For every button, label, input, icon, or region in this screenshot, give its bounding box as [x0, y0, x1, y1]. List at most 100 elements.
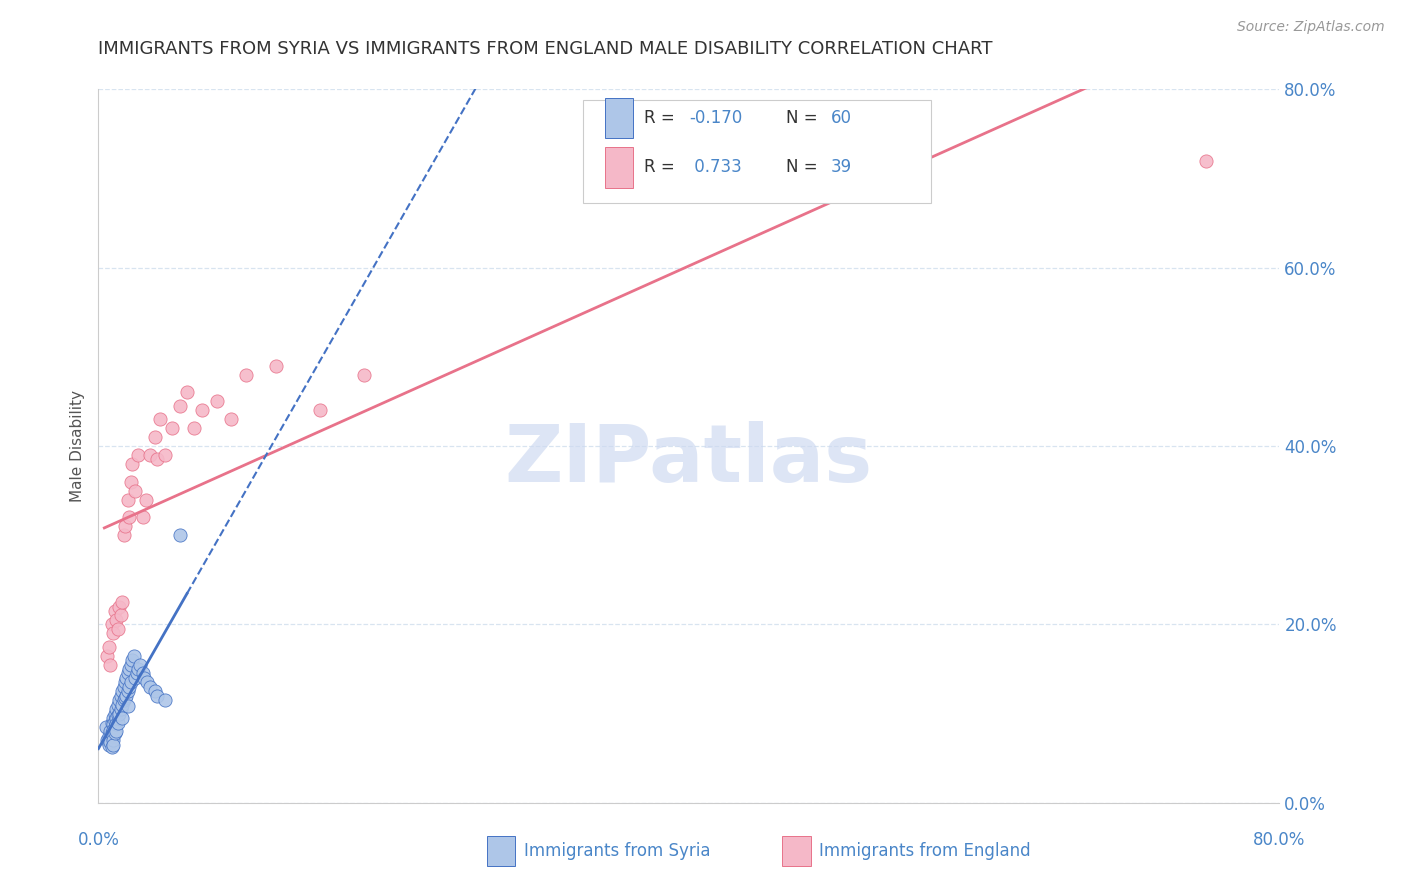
- Point: [121, 653, 143, 667]
- Point: [678, 189, 700, 203]
- Point: [139, 448, 162, 462]
- Text: R =: R =: [644, 159, 681, 177]
- Point: [103, 733, 125, 747]
- Point: [105, 711, 128, 725]
- Point: [183, 421, 205, 435]
- Point: [105, 613, 128, 627]
- Point: [107, 715, 129, 730]
- Point: [117, 684, 139, 698]
- Text: 0.0%: 0.0%: [77, 831, 120, 849]
- Point: [98, 735, 121, 749]
- Text: N =: N =: [786, 109, 823, 127]
- Point: [94, 720, 117, 734]
- Point: [96, 648, 118, 663]
- Point: [143, 430, 166, 444]
- Text: 80.0%: 80.0%: [1253, 831, 1306, 849]
- Point: [149, 412, 172, 426]
- Point: [143, 684, 166, 698]
- Point: [108, 599, 131, 614]
- Text: 39: 39: [831, 159, 852, 177]
- Point: [104, 714, 127, 728]
- Point: [112, 693, 135, 707]
- Point: [221, 412, 243, 426]
- Point: [118, 680, 141, 694]
- Point: [112, 528, 135, 542]
- Point: [117, 666, 139, 681]
- Point: [100, 740, 122, 755]
- Point: [132, 666, 155, 681]
- Point: [120, 475, 142, 489]
- Text: 60: 60: [831, 109, 852, 127]
- Point: [105, 724, 128, 739]
- Point: [100, 617, 122, 632]
- Point: [105, 717, 128, 731]
- Point: [115, 689, 138, 703]
- Text: R =: R =: [644, 109, 681, 127]
- Point: [235, 368, 257, 382]
- Point: [162, 421, 183, 435]
- Point: [107, 622, 129, 636]
- Text: N =: N =: [786, 159, 823, 177]
- Point: [176, 385, 198, 400]
- Point: [205, 394, 228, 409]
- Point: [146, 689, 169, 703]
- Point: [111, 684, 134, 698]
- Point: [125, 666, 148, 681]
- Point: [103, 626, 125, 640]
- Point: [309, 403, 332, 417]
- Point: [111, 698, 134, 712]
- FancyBboxPatch shape: [486, 837, 516, 866]
- Text: -0.170: -0.170: [689, 109, 742, 127]
- Point: [353, 368, 375, 382]
- Text: IMMIGRANTS FROM SYRIA VS IMMIGRANTS FROM ENGLAND MALE DISABILITY CORRELATION CHA: IMMIGRANTS FROM SYRIA VS IMMIGRANTS FROM…: [98, 40, 993, 58]
- Point: [120, 675, 142, 690]
- Text: Immigrants from Syria: Immigrants from Syria: [523, 842, 710, 860]
- Point: [124, 671, 146, 685]
- Point: [110, 689, 132, 703]
- Point: [103, 717, 125, 731]
- Point: [98, 724, 121, 739]
- FancyBboxPatch shape: [605, 98, 634, 138]
- Point: [114, 519, 136, 533]
- Point: [103, 738, 125, 752]
- FancyBboxPatch shape: [782, 837, 811, 866]
- Text: ZIPatlas: ZIPatlas: [505, 421, 873, 500]
- Point: [104, 604, 127, 618]
- Point: [96, 733, 118, 747]
- Point: [104, 706, 127, 721]
- Text: Immigrants from England: Immigrants from England: [818, 842, 1031, 860]
- Point: [110, 608, 132, 623]
- Point: [128, 657, 150, 672]
- Point: [127, 448, 149, 462]
- Point: [100, 726, 122, 740]
- Point: [121, 457, 143, 471]
- Point: [97, 738, 120, 752]
- Point: [153, 693, 176, 707]
- Text: Source: ZipAtlas.com: Source: ZipAtlas.com: [1237, 20, 1385, 34]
- Point: [169, 528, 191, 542]
- Point: [107, 708, 129, 723]
- Point: [108, 706, 131, 721]
- Point: [169, 399, 191, 413]
- Point: [139, 680, 162, 694]
- FancyBboxPatch shape: [582, 100, 931, 203]
- Point: [118, 510, 141, 524]
- Point: [114, 690, 136, 705]
- Point: [100, 715, 122, 730]
- Point: [97, 729, 120, 743]
- Point: [264, 359, 287, 373]
- Point: [153, 448, 176, 462]
- Point: [120, 657, 142, 672]
- Point: [104, 720, 127, 734]
- Point: [111, 711, 134, 725]
- Point: [124, 483, 146, 498]
- Point: [146, 452, 169, 467]
- Point: [112, 680, 135, 694]
- Point: [104, 726, 127, 740]
- Point: [111, 595, 134, 609]
- Point: [118, 662, 141, 676]
- Point: [98, 657, 121, 672]
- Point: [107, 698, 129, 712]
- Point: [135, 492, 157, 507]
- Point: [191, 403, 214, 417]
